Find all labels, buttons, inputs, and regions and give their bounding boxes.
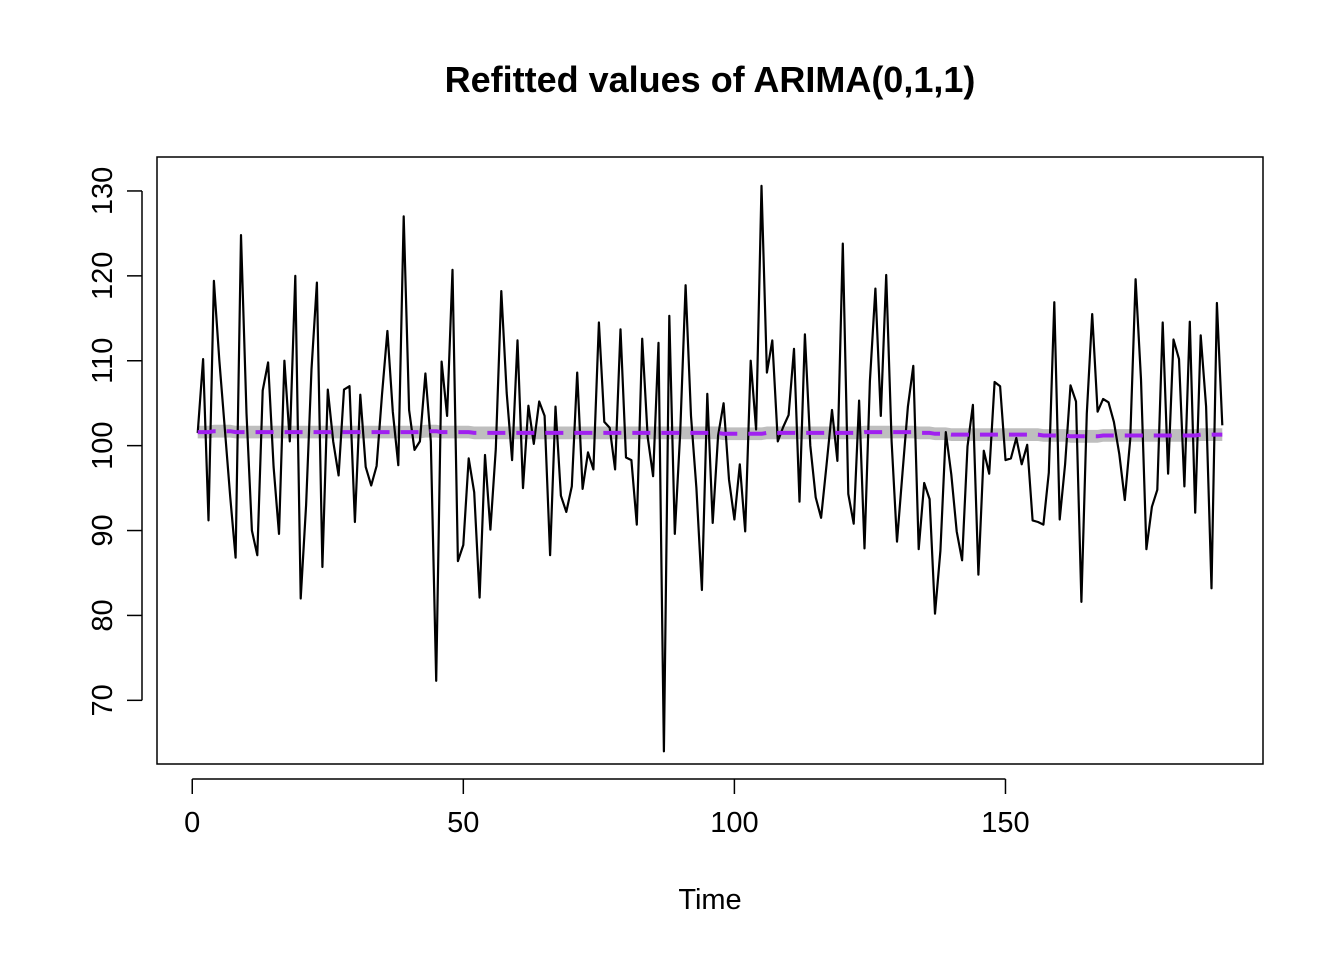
y-tick-label: 110	[87, 338, 119, 384]
x-axis: 0 50 100 150	[184, 778, 1030, 839]
y-tick-label: 80	[87, 599, 119, 631]
y-tick-label: 70	[87, 684, 119, 716]
x-axis-label: Time	[678, 884, 741, 916]
series-actual-line	[196, 184, 1224, 753]
y-tick-label: 130	[87, 167, 119, 215]
x-tick-label: 50	[447, 807, 479, 839]
x-tick-label: 0	[184, 807, 200, 839]
x-tick-label: 150	[981, 807, 1029, 839]
plot-frame	[156, 156, 1264, 765]
chart-title: Refitted values of ARIMA(0,1,1)	[445, 59, 976, 100]
y-axis: 70 80 90 100 110 120 130	[87, 167, 143, 716]
y-tick-label: 90	[87, 514, 119, 546]
x-tick-label: 100	[710, 807, 758, 839]
y-tick-label: 100	[87, 421, 119, 469]
series-fitted-line	[197, 429, 1223, 439]
y-tick-label: 120	[87, 252, 119, 300]
